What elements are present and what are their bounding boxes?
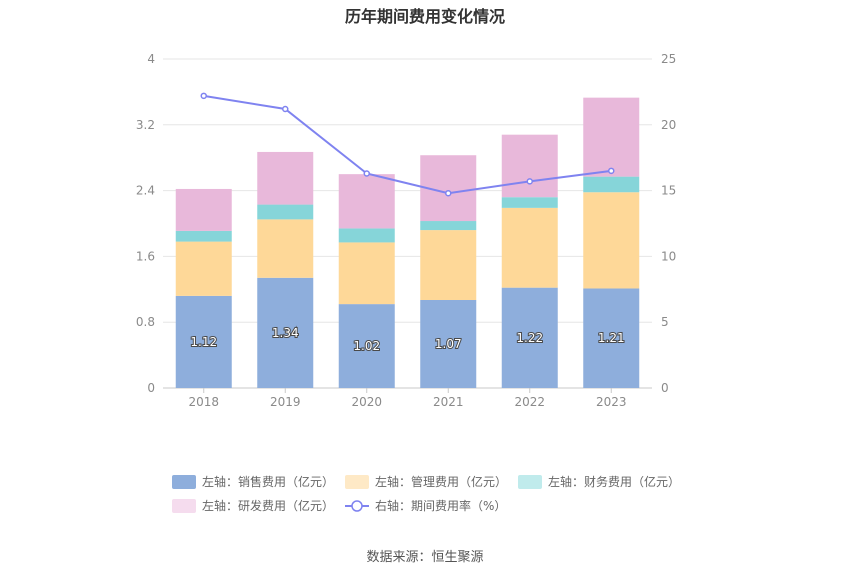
right-tick-label: 0 — [661, 381, 669, 395]
bar-segment-0 — [501, 287, 558, 388]
bar-data-label: 1.34 — [272, 326, 299, 340]
right-tick-label: 20 — [661, 118, 676, 132]
bar-data-label: 1.22 — [516, 331, 543, 345]
legend-label: 左轴：销售费用（亿元） — [202, 474, 334, 489]
bar-segment-2 — [338, 228, 395, 243]
legend-swatch — [518, 475, 542, 489]
left-tick-label: 3.2 — [136, 118, 155, 132]
source-note: 数据来源：恒生聚源 — [366, 550, 484, 565]
x-axis-ticks: 2018 2019 2020 2021 2022 2023 — [188, 388, 627, 409]
rate-line-point — [608, 167, 615, 175]
legend-label: 左轴：管理费用（亿元） — [375, 474, 507, 489]
bar-segment-1 — [583, 192, 640, 289]
bar-segment-3 — [257, 151, 314, 205]
bar-segment-2 — [175, 230, 232, 242]
legend-label: 右轴：期间费用率（%） — [375, 498, 506, 513]
bar-segment-0 — [338, 304, 395, 388]
bar-segment-2 — [257, 204, 314, 220]
bar-segment-1 — [257, 219, 314, 278]
rate-line — [200, 92, 615, 197]
bar-segment-2 — [583, 176, 640, 193]
bar-segment-2 — [420, 221, 477, 231]
legend-marker — [351, 500, 363, 512]
legend-swatch — [172, 499, 196, 513]
bar-segment-3 — [338, 174, 395, 229]
bar-segment-3 — [583, 97, 640, 177]
bar-data-label: 1.07 — [435, 337, 462, 351]
bar-segment-0 — [175, 295, 232, 388]
bar-stacks: 1.12 1.34 1.02 1.07 1.22 1.21 — [175, 97, 640, 388]
rate-line-point — [445, 189, 452, 197]
legend-label: 左轴：研发费用（亿元） — [202, 498, 334, 513]
right-tick-label: 25 — [661, 52, 676, 66]
bar-segment-1 — [501, 207, 558, 288]
chart-title: 历年期间费用变化情况 — [344, 7, 505, 26]
bar-segment-1 — [338, 242, 395, 305]
left-tick-label: 0.8 — [136, 315, 155, 329]
right-tick-label: 10 — [661, 249, 676, 263]
legend-label: 左轴：财务费用（亿元） — [548, 474, 680, 489]
legend-swatch — [345, 475, 369, 489]
rate-line-point — [526, 178, 533, 185]
bar-segment-3 — [501, 134, 558, 198]
rate-line-point — [200, 92, 207, 100]
x-tick-label: 2019 — [270, 395, 301, 409]
bar-segment-2 — [501, 197, 558, 208]
x-tick-label: 2022 — [514, 395, 545, 409]
rate-line-point — [363, 170, 370, 177]
bar-segment-1 — [175, 241, 232, 296]
bar-data-label: 1.12 — [190, 335, 217, 349]
bar-segment-0 — [257, 277, 314, 388]
bar-segment-0 — [420, 299, 477, 388]
left-tick-label: 1.6 — [136, 249, 155, 263]
x-tick-label: 2021 — [433, 395, 464, 409]
x-tick-label: 2018 — [188, 395, 219, 409]
left-tick-label: 4 — [147, 52, 155, 66]
bar-data-label: 1.02 — [353, 339, 380, 353]
legend: 左轴：销售费用（亿元） 左轴：管理费用（亿元） 左轴：财务费用（亿元） 左轴：研发费用… — [172, 474, 680, 513]
rate-line-path — [203, 94, 612, 195]
x-tick-label: 2020 — [351, 395, 382, 409]
right-tick-label: 15 — [661, 184, 676, 198]
rate-line-point — [282, 105, 289, 113]
grid-lines — [163, 58, 652, 389]
x-tick-label: 2023 — [596, 395, 627, 409]
bar-segment-3 — [175, 188, 232, 231]
right-tick-label: 5 — [661, 315, 669, 329]
bar-data-label: 1.21 — [598, 331, 625, 345]
right-axis-ticks: 0 5 10 15 20 25 — [661, 52, 676, 395]
bar-segment-1 — [420, 230, 477, 300]
left-axis-ticks: 0 0.8 1.6 2.4 3.2 4 — [136, 52, 155, 395]
legend-swatch — [172, 475, 196, 489]
left-tick-label: 2.4 — [136, 184, 155, 198]
left-tick-label: 0 — [147, 381, 155, 395]
bar-segment-0 — [583, 288, 640, 388]
